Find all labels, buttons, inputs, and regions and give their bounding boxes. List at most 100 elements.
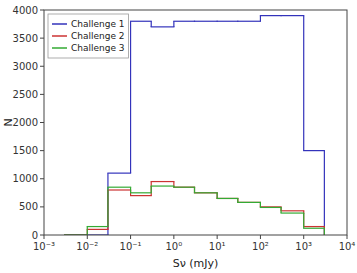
step bbox=[174, 187, 195, 188]
step-riser bbox=[87, 227, 88, 235]
tick bbox=[87, 235, 88, 239]
step-riser bbox=[194, 187, 195, 193]
step-riser bbox=[303, 16, 304, 151]
tick-label: 3500 bbox=[13, 33, 38, 44]
x-axis-label: Sν (mJy) bbox=[173, 257, 219, 270]
tick-label: 10⁴ bbox=[339, 241, 356, 252]
tick-label: 2500 bbox=[13, 89, 38, 100]
legend-label: Challenge 1 bbox=[71, 19, 125, 29]
plot-area bbox=[44, 10, 347, 235]
step-riser bbox=[324, 151, 325, 235]
tick-label: 10⁰ bbox=[165, 241, 182, 252]
step bbox=[281, 210, 304, 211]
step-riser bbox=[217, 193, 218, 199]
series bbox=[65, 186, 325, 235]
tick bbox=[40, 10, 44, 11]
tick bbox=[40, 38, 44, 39]
step-riser bbox=[280, 207, 281, 213]
step bbox=[238, 202, 261, 203]
step-riser bbox=[303, 213, 304, 228]
step bbox=[108, 187, 131, 188]
legend-label: Challenge 2 bbox=[71, 31, 125, 41]
tick bbox=[130, 235, 131, 239]
step bbox=[195, 21, 218, 22]
tick bbox=[40, 206, 44, 207]
marks bbox=[65, 16, 325, 235]
step-riser bbox=[324, 228, 325, 235]
legend: Challenge 1 Challenge 2 Challenge 3 bbox=[48, 14, 129, 58]
step bbox=[304, 150, 325, 151]
tick bbox=[40, 178, 44, 179]
step bbox=[260, 207, 281, 208]
tick bbox=[173, 235, 174, 239]
step bbox=[151, 185, 174, 186]
tick-label: 2000 bbox=[13, 117, 38, 128]
step bbox=[151, 181, 174, 182]
plot-frame bbox=[44, 10, 347, 235]
step bbox=[217, 198, 238, 199]
step-riser bbox=[151, 186, 152, 193]
tick bbox=[44, 235, 45, 239]
tick-label: 4000 bbox=[13, 5, 38, 16]
tick bbox=[260, 235, 261, 239]
step bbox=[131, 21, 152, 22]
legend-swatch bbox=[52, 35, 67, 37]
legend-swatch bbox=[52, 47, 67, 49]
step bbox=[217, 21, 238, 22]
tick-label: 10⁻¹ bbox=[120, 241, 142, 252]
step bbox=[174, 21, 195, 22]
step-riser bbox=[130, 187, 131, 193]
step-riser bbox=[260, 202, 261, 207]
series bbox=[65, 182, 325, 235]
step bbox=[281, 212, 304, 213]
tick-label: 1000 bbox=[13, 173, 38, 184]
y-axis-label: N bbox=[2, 118, 15, 126]
tick bbox=[40, 235, 44, 236]
tick bbox=[40, 94, 44, 95]
step bbox=[217, 198, 238, 199]
step bbox=[195, 192, 218, 193]
tick bbox=[347, 235, 348, 239]
chart: 0 500 1000 1500 2000 2500 3000 3500 4000 10⁻³ 10⁻²… bbox=[0, 0, 357, 273]
legend-box bbox=[48, 14, 129, 58]
step bbox=[174, 187, 195, 188]
step bbox=[304, 226, 325, 227]
tick bbox=[217, 235, 218, 239]
step bbox=[260, 15, 281, 16]
step-riser bbox=[151, 182, 152, 196]
step bbox=[87, 226, 108, 227]
step-riser bbox=[173, 182, 174, 188]
tick-label: 10³ bbox=[295, 241, 312, 252]
step bbox=[260, 206, 281, 207]
step bbox=[195, 192, 218, 193]
step-riser bbox=[173, 21, 174, 27]
tick-label: 3000 bbox=[13, 61, 38, 72]
step bbox=[151, 26, 174, 27]
legend-swatch bbox=[52, 23, 67, 25]
legend-label: Challenge 3 bbox=[71, 43, 125, 53]
tick-label: 10⁻³ bbox=[33, 241, 55, 252]
step bbox=[304, 228, 325, 229]
step-riser bbox=[217, 193, 218, 199]
tick-label: 1500 bbox=[13, 145, 38, 156]
tick-label: 10⁻² bbox=[76, 241, 98, 252]
tick bbox=[40, 150, 44, 151]
tick-label: 500 bbox=[19, 201, 38, 212]
step-riser bbox=[107, 173, 108, 235]
step-riser bbox=[260, 202, 261, 207]
step bbox=[131, 195, 152, 196]
step bbox=[131, 192, 152, 193]
tick-label: 0 bbox=[32, 230, 38, 241]
step bbox=[238, 202, 261, 203]
step-riser bbox=[194, 187, 195, 193]
step-riser bbox=[130, 21, 131, 173]
tick bbox=[303, 235, 304, 239]
step-riser bbox=[260, 16, 261, 22]
step-riser bbox=[151, 21, 152, 27]
step bbox=[108, 189, 131, 190]
series bbox=[65, 16, 325, 235]
tick-label: 10¹ bbox=[209, 241, 226, 252]
step bbox=[281, 15, 304, 16]
step bbox=[108, 173, 131, 174]
step-riser bbox=[107, 187, 108, 226]
